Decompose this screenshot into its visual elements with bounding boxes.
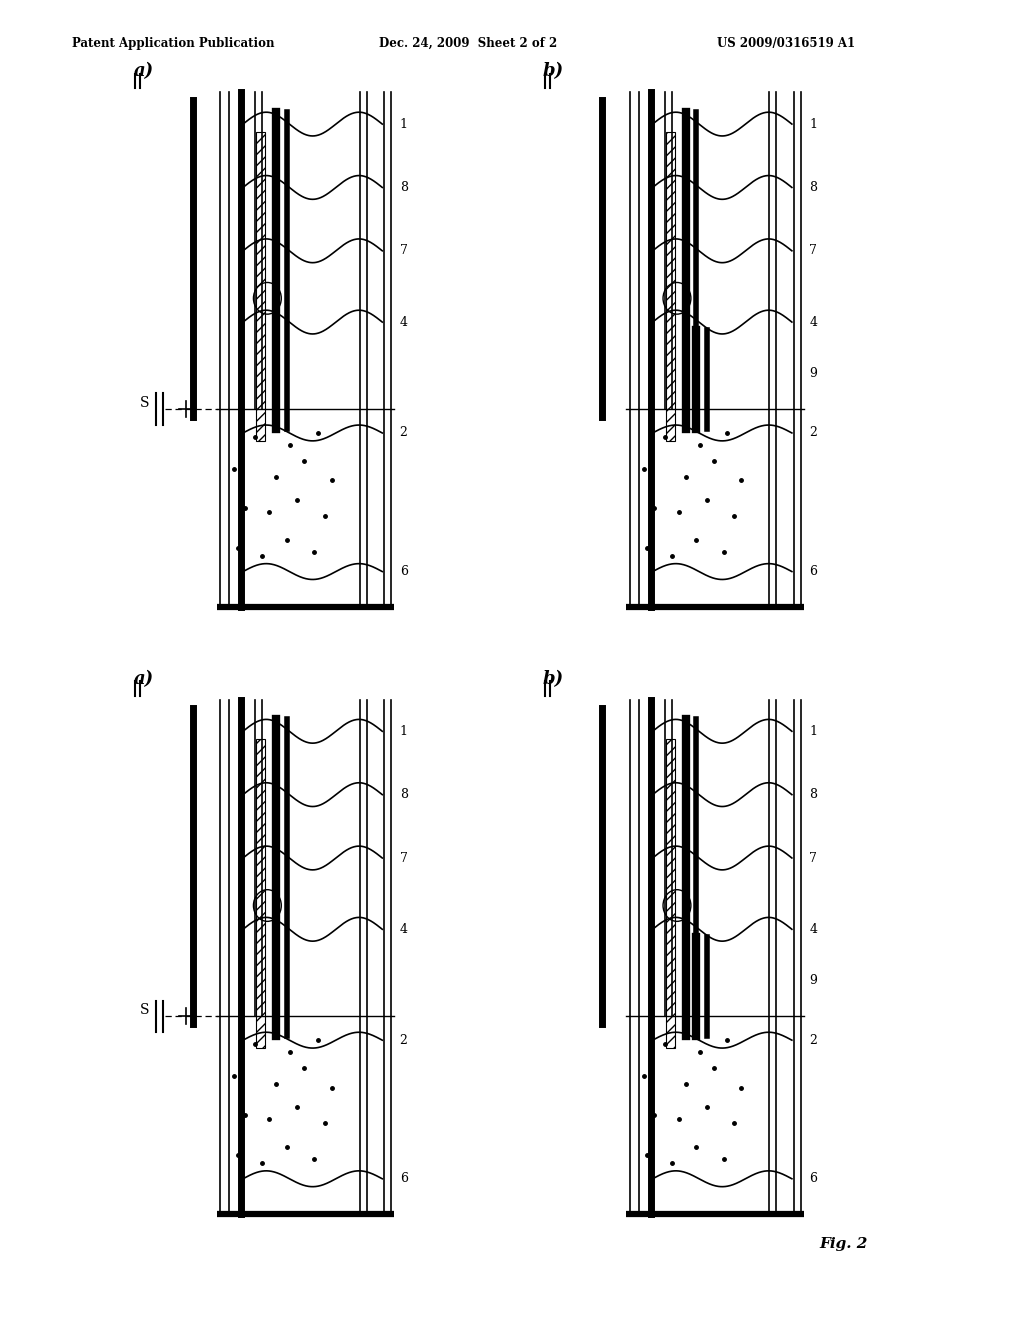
- Text: 8: 8: [809, 788, 817, 801]
- Text: 4: 4: [399, 315, 408, 329]
- Bar: [666, 132, 675, 441]
- Text: 2: 2: [399, 1034, 408, 1047]
- Text: 2: 2: [399, 426, 408, 440]
- Text: 7: 7: [809, 851, 817, 865]
- Text: 9: 9: [809, 974, 817, 987]
- Text: b): b): [543, 669, 564, 688]
- Text: 6: 6: [809, 565, 817, 578]
- Text: Patent Application Publication: Patent Application Publication: [72, 37, 274, 50]
- Text: 6: 6: [399, 1172, 408, 1185]
- Text: 4: 4: [809, 923, 817, 936]
- Bar: [256, 132, 265, 441]
- Text: 6: 6: [809, 1172, 817, 1185]
- Text: 2: 2: [809, 426, 817, 440]
- Text: a): a): [133, 669, 154, 688]
- Text: a): a): [133, 62, 154, 81]
- Text: 1: 1: [399, 725, 408, 738]
- Text: 8: 8: [399, 788, 408, 801]
- Bar: [666, 739, 675, 1048]
- Text: S: S: [140, 1003, 150, 1018]
- Text: 6: 6: [399, 565, 408, 578]
- Text: 1: 1: [399, 117, 408, 131]
- Text: 8: 8: [809, 181, 817, 194]
- Text: 1: 1: [809, 725, 817, 738]
- Text: S: S: [140, 396, 150, 411]
- Text: 9: 9: [809, 367, 817, 380]
- Text: Fig. 2: Fig. 2: [819, 1237, 867, 1251]
- Text: 7: 7: [809, 244, 817, 257]
- Text: US 2009/0316519 A1: US 2009/0316519 A1: [717, 37, 855, 50]
- Text: 2: 2: [809, 1034, 817, 1047]
- Bar: [256, 739, 265, 1048]
- Text: b): b): [543, 62, 564, 81]
- Text: 4: 4: [809, 315, 817, 329]
- Text: 1: 1: [809, 117, 817, 131]
- Text: 7: 7: [399, 244, 408, 257]
- Text: 7: 7: [399, 851, 408, 865]
- Text: 8: 8: [399, 181, 408, 194]
- Text: Dec. 24, 2009  Sheet 2 of 2: Dec. 24, 2009 Sheet 2 of 2: [379, 37, 557, 50]
- Text: 4: 4: [399, 923, 408, 936]
